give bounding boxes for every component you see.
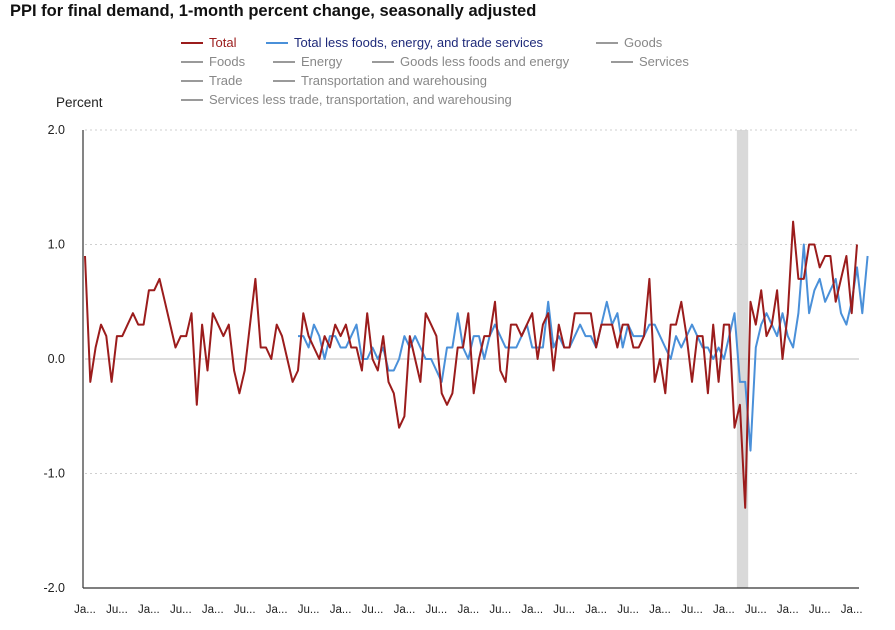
legend-item-0[interactable]: Total [181, 35, 236, 50]
x-tick-label: Ja... [521, 604, 543, 616]
x-tick-label: Ju... [745, 604, 767, 616]
x-tick-label: Ja... [74, 604, 96, 616]
legend-swatch [611, 60, 633, 63]
x-tick-label: Ju... [298, 604, 320, 616]
y-tick-label: 2.0 [48, 123, 65, 137]
x-tick-label: Ja... [202, 604, 224, 616]
legend-swatch [596, 41, 618, 44]
chart-title: PPI for final demand, 1-month percent ch… [10, 2, 537, 20]
legend-swatch [181, 98, 203, 101]
legend-swatch [372, 60, 394, 63]
x-tick-label: Ja... [138, 604, 160, 616]
y-tick-label: 1.0 [48, 238, 65, 252]
x-tick-label: Ja... [457, 604, 479, 616]
legend-label: Total less foods, energy, and trade serv… [294, 35, 544, 50]
y-tick-label: 0.0 [48, 352, 65, 366]
legend-swatch [273, 60, 295, 63]
x-tick-label: Ju... [809, 604, 831, 616]
x-tick-label: Ja... [777, 604, 799, 616]
x-tick-label: Ja... [266, 604, 288, 616]
legend-item-1[interactable]: Total less foods, energy, and trade serv… [266, 35, 543, 50]
legend-label: Trade [209, 73, 243, 88]
legend-item-4[interactable]: Energy [273, 54, 342, 69]
tick-labels: 2.0 1.0 0.0 -1.0 -2.0 Ja... Ju... Ja... Ju... Ja.… [43, 123, 862, 616]
y-axis-label: Percent [56, 95, 103, 110]
x-tick-label: Ju... [170, 604, 192, 616]
legend-item-7[interactable]: Trade [181, 73, 242, 88]
legend-label: Foods [209, 54, 246, 69]
legend-item-8[interactable]: Transportation and warehousing [273, 73, 487, 88]
legend-swatch [266, 41, 288, 44]
x-tick-label: Ju... [106, 604, 128, 616]
y-tick-label: -1.0 [43, 467, 65, 481]
legend-label: Services less trade, transportation, and… [209, 92, 512, 107]
legend-item-9[interactable]: Services less trade, transportation, and… [181, 92, 512, 107]
legend-item-2[interactable]: Goods [596, 35, 662, 50]
legend-item-6[interactable]: Services [611, 54, 689, 69]
legend-label: Transportation and warehousing [301, 73, 487, 88]
series-lines [84, 220, 869, 509]
legend-label: Energy [301, 54, 343, 69]
y-tick-label: -2.0 [43, 581, 65, 595]
x-tick-label: Ju... [234, 604, 256, 616]
x-tick-label: Ja... [394, 604, 416, 616]
legend-swatch [181, 60, 203, 63]
x-tick-label: Ju... [489, 604, 511, 616]
x-tick-label: Ju... [617, 604, 639, 616]
x-tick-label: Ja... [841, 604, 863, 616]
legend-item-3[interactable]: Foods [181, 54, 245, 69]
series-line-total [84, 220, 858, 509]
x-tick-label: Ja... [649, 604, 671, 616]
legend-label: Services [639, 54, 689, 69]
legend-swatch [273, 79, 295, 82]
x-tick-label: Ju... [681, 604, 703, 616]
legend-label: Goods [624, 35, 663, 50]
x-tick-label: Ja... [585, 604, 607, 616]
legend-label: Goods less foods and energy [400, 54, 570, 69]
series-line-total-less-foods-energy-trade [298, 243, 869, 452]
legend-item-5[interactable]: Goods less foods and energy [372, 54, 569, 69]
axes [82, 130, 859, 589]
legend-label: Total [209, 35, 237, 50]
x-tick-label: Ja... [330, 604, 352, 616]
x-tick-label: Ja... [713, 604, 735, 616]
x-tick-label: Ju... [426, 604, 448, 616]
x-tick-label: Ju... [362, 604, 384, 616]
x-tick-label: Ju... [553, 604, 575, 616]
legend-swatch [181, 41, 203, 44]
legend-swatch [181, 79, 203, 82]
